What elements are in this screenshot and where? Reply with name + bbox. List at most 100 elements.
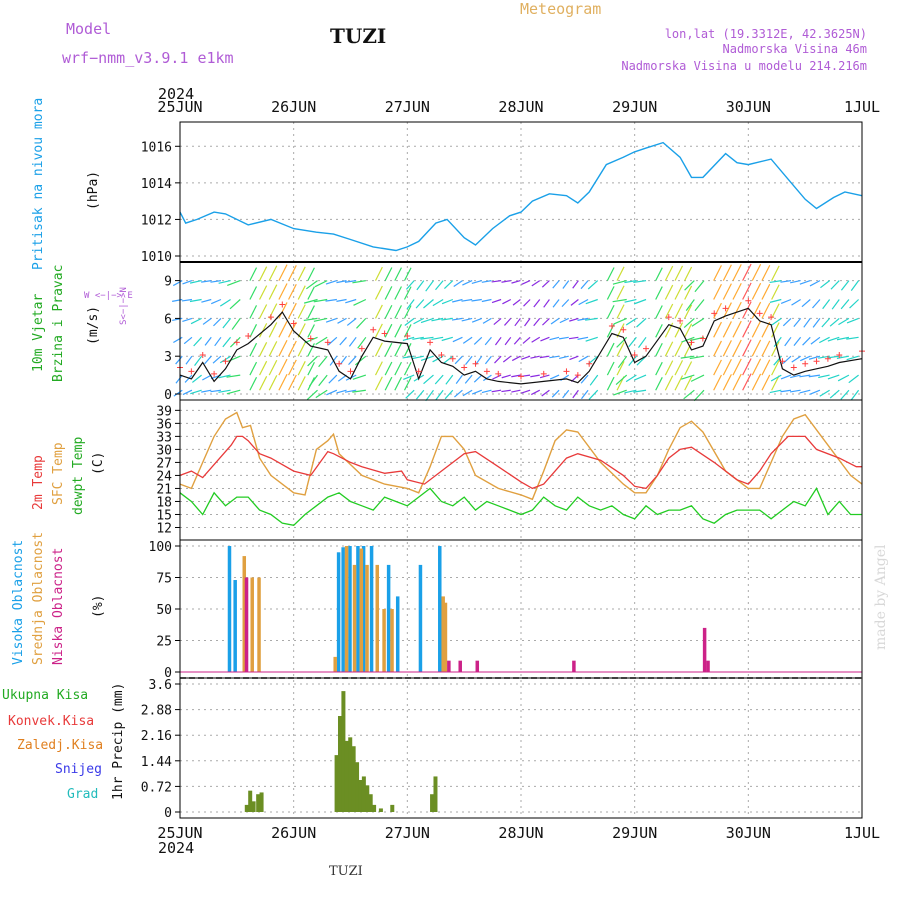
wind-arrow [173, 336, 183, 343]
y-tick-label: 1016 [141, 140, 172, 155]
y-tick-label: 1012 [141, 213, 172, 228]
wind-arrow [394, 324, 402, 338]
y-tick-label: 1010 [141, 250, 172, 265]
wind-arrow [742, 301, 752, 319]
wind-arrow [541, 389, 550, 397]
wind-arrow [374, 376, 383, 391]
wind-arrow [822, 299, 831, 310]
wind-arrow [552, 280, 560, 289]
wind-arrow [374, 342, 383, 357]
wind-arrow [268, 265, 278, 281]
cloud-bar [447, 660, 451, 672]
precip-bar [259, 792, 264, 812]
wind-arrow [722, 321, 732, 338]
wind-arrow [713, 265, 722, 281]
wind-arrow [249, 305, 258, 319]
wind-gust-mark [211, 370, 218, 377]
wind-arrow [423, 299, 434, 309]
cloud-bar [365, 564, 369, 672]
wind-arrow [278, 264, 288, 281]
wind-arrow [249, 376, 258, 391]
wind-arrow [633, 389, 647, 393]
wind-arrow [444, 389, 454, 400]
wind-arrow [674, 322, 684, 338]
wind-arrow [204, 336, 212, 346]
wind-gust-mark [790, 364, 797, 371]
wind-arrow [539, 355, 550, 359]
wind-arrow [625, 374, 637, 383]
wind-arrow [259, 266, 268, 281]
wind-arrow [259, 285, 268, 300]
wind-arrow [431, 336, 444, 341]
precip-bar [433, 776, 438, 812]
wind-arrow [218, 374, 231, 379]
y-tick-label: 24 [156, 469, 172, 484]
wind-arrow [850, 280, 860, 291]
wind-gust-mark [631, 351, 638, 358]
wind-arrow [751, 282, 762, 300]
wind-arrow [771, 360, 780, 376]
wind-arrow [222, 318, 232, 329]
wind-arrow [303, 317, 318, 322]
wind-arrow [533, 299, 541, 308]
wind-arrow [403, 324, 412, 338]
pressure-line [179, 141, 863, 252]
wind-arrow [578, 355, 589, 363]
wind-arrow [624, 280, 637, 284]
cloud-bar [390, 609, 394, 672]
data-layer [172, 141, 865, 812]
wind-arrow [511, 374, 521, 378]
wind-arrow [268, 360, 278, 376]
wind-arrow [420, 317, 434, 324]
wind-gust-mark [768, 314, 775, 321]
model-name: wrf−nmm_v3.9.1 e1km [62, 49, 234, 67]
wind-arrow [473, 336, 483, 345]
wind-arrow [769, 280, 782, 284]
wind-arrow [674, 265, 684, 281]
wind-arrow [769, 389, 782, 394]
y-tick-label: 21 [156, 482, 172, 497]
wind-arrow [791, 298, 801, 306]
wind-arrow [318, 374, 328, 387]
cloud-bar [475, 660, 480, 672]
wind-arrow [552, 299, 560, 308]
wind-arrow [742, 263, 752, 281]
precip-bar [351, 746, 356, 812]
wind-arrow [542, 317, 550, 326]
precip-bar [361, 776, 366, 812]
cloud-bar [702, 627, 707, 672]
wind-arrow [587, 280, 599, 290]
precip-bar [368, 794, 373, 812]
wind-arrow [511, 280, 521, 284]
wind-gust-mark [540, 370, 547, 377]
wind-arrow [732, 264, 742, 281]
wind-arrow [577, 336, 589, 340]
temp-label-2: SFC Temp [51, 442, 66, 505]
wind-arrow [742, 282, 752, 300]
wind-arrow [226, 389, 241, 395]
wind-arrow [521, 355, 531, 360]
wind-arrow [533, 318, 541, 327]
precip-bar [378, 808, 383, 812]
wind-arrow [325, 317, 338, 323]
wind-arrow [374, 266, 383, 281]
wind-arrow [435, 280, 444, 291]
wind-arrow [549, 374, 560, 380]
y-tick-label: 9 [164, 275, 172, 290]
wind-gust-mark [267, 314, 274, 321]
wind-arrow [344, 280, 357, 283]
wind-arrow [751, 373, 762, 391]
precip-legend-1: Ukupna Kisa [2, 688, 88, 703]
y-tick-label: 1.44 [141, 755, 172, 770]
wind-arrow [713, 359, 722, 376]
precip-legend-4: Snijeg [55, 762, 102, 777]
cloud-bar [369, 546, 374, 672]
wind-arrow [636, 317, 647, 328]
wind-gust-mark [620, 326, 627, 333]
wind-arrow [551, 389, 560, 398]
wind-arrow [339, 355, 347, 365]
precip-bar [358, 780, 363, 812]
wind-arrow [314, 280, 328, 288]
wind-arrow [172, 317, 183, 321]
wind-arrow [684, 323, 693, 338]
